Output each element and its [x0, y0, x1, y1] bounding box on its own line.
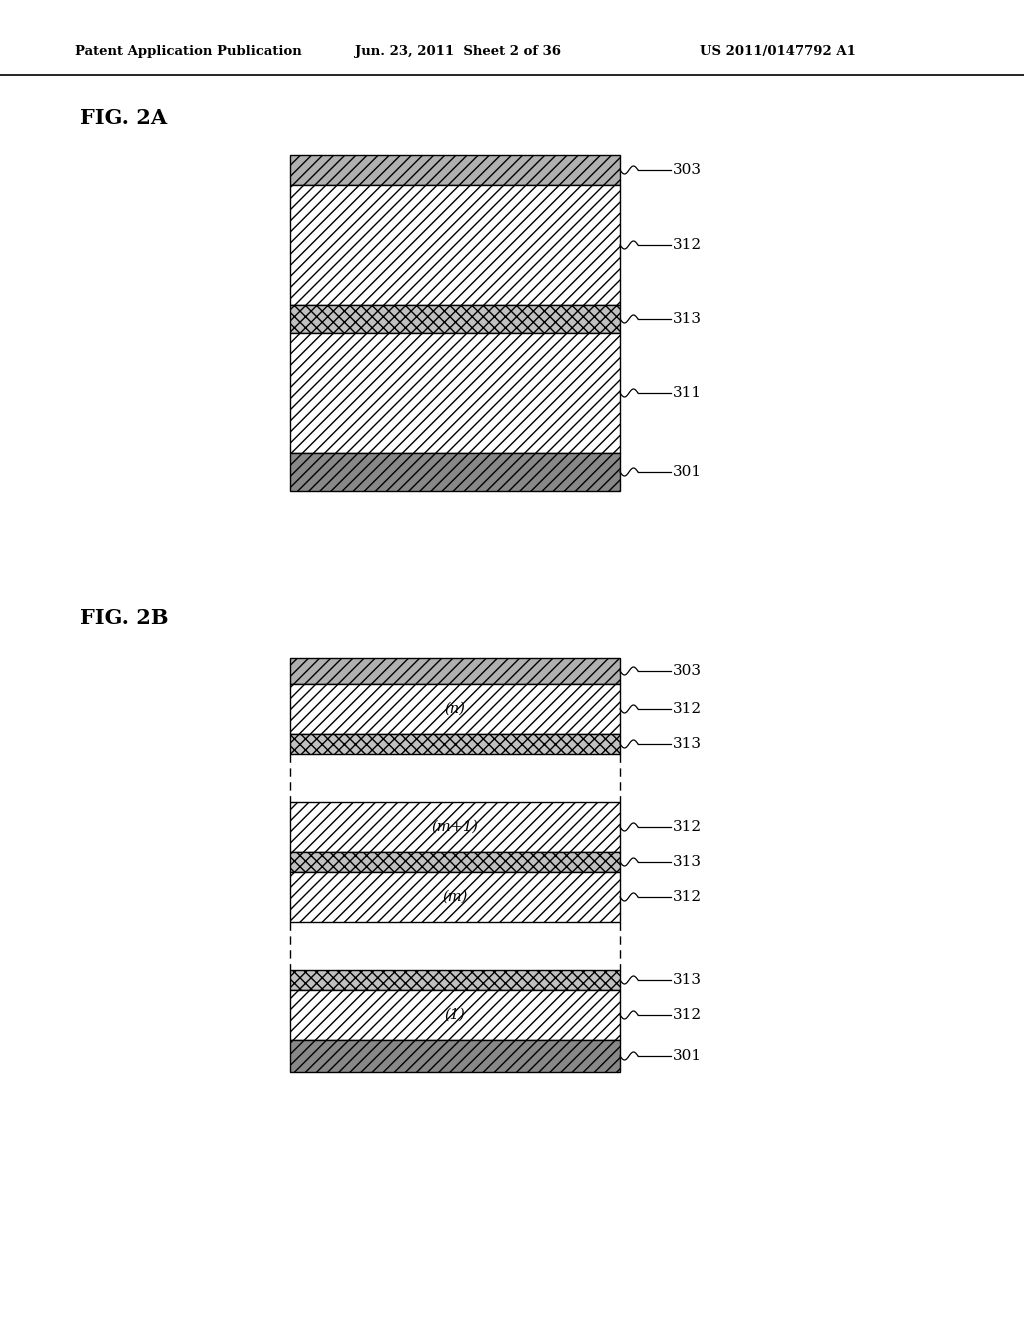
Text: 312: 312 [673, 890, 702, 904]
Text: FIG. 2A: FIG. 2A [80, 108, 167, 128]
Bar [290, 873, 620, 921]
Text: (m): (m) [442, 890, 468, 904]
Text: 301: 301 [673, 1049, 702, 1063]
Text: 311: 311 [673, 385, 702, 400]
Text: 313: 313 [673, 855, 702, 869]
Bar [290, 970, 620, 990]
Bar [290, 684, 620, 734]
Text: 313: 313 [673, 737, 702, 751]
Text: Patent Application Publication: Patent Application Publication [75, 45, 302, 58]
Text: US 2011/0147792 A1: US 2011/0147792 A1 [700, 45, 856, 58]
Bar [290, 154, 620, 185]
Text: 303: 303 [673, 664, 702, 678]
Text: (1): (1) [444, 1008, 465, 1022]
Text: 312: 312 [673, 238, 702, 252]
Bar [290, 185, 620, 305]
Bar [290, 990, 620, 1040]
Bar [290, 333, 620, 453]
Bar [290, 734, 620, 754]
Text: 312: 312 [673, 820, 702, 834]
Text: 303: 303 [673, 162, 702, 177]
Text: 313: 313 [673, 312, 702, 326]
Text: Jun. 23, 2011  Sheet 2 of 36: Jun. 23, 2011 Sheet 2 of 36 [355, 45, 561, 58]
Text: 301: 301 [673, 465, 702, 479]
Bar [290, 803, 620, 851]
Bar [290, 305, 620, 333]
Bar [290, 453, 620, 491]
Text: FIG. 2B: FIG. 2B [80, 609, 169, 628]
Text: (m+1): (m+1) [431, 820, 478, 834]
Text: (n): (n) [444, 702, 466, 715]
Bar [290, 851, 620, 873]
Text: 312: 312 [673, 1008, 702, 1022]
Text: 312: 312 [673, 702, 702, 715]
Text: 313: 313 [673, 973, 702, 987]
Bar [290, 1040, 620, 1072]
Bar [290, 657, 620, 684]
